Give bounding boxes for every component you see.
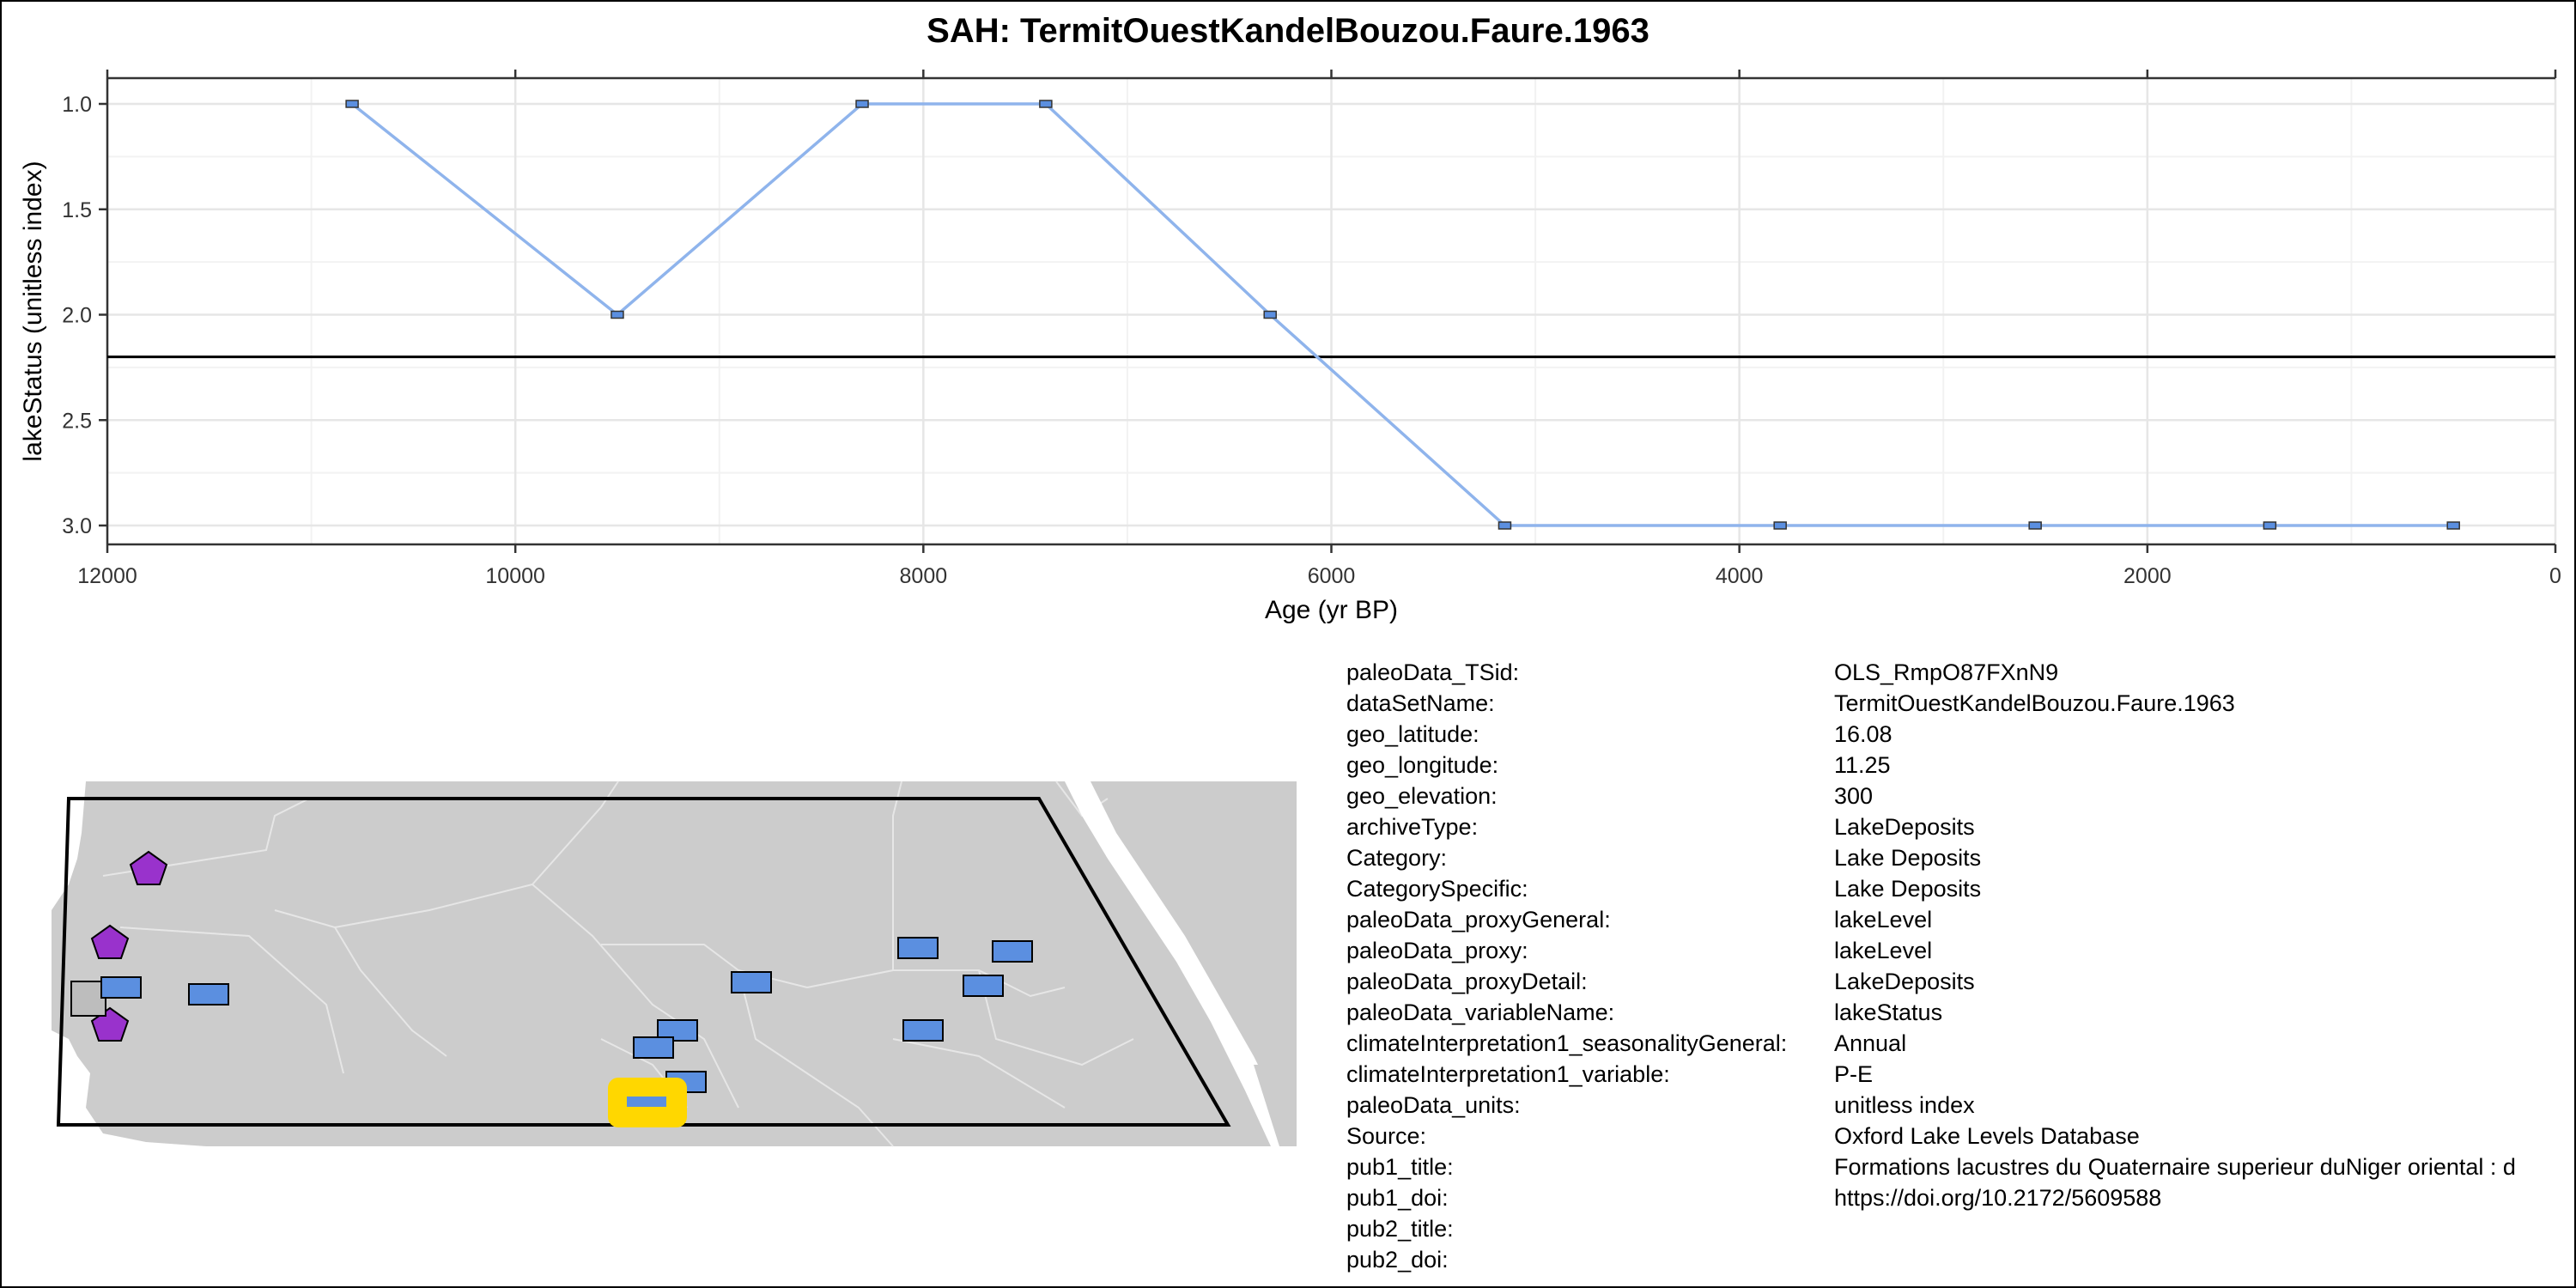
data-point [1263, 310, 1277, 319]
atlantic-ocean-south [52, 1030, 206, 1146]
metadata-key: pub2_doi: [1346, 1247, 1449, 1273]
metadata-key: Category: [1346, 845, 1448, 871]
red-sea [1065, 781, 1297, 1146]
lake-site-marker [100, 976, 142, 999]
pentagon-marker [129, 850, 168, 885]
lake-site-marker [188, 983, 229, 1005]
x-tick-label: 0 [2549, 564, 2561, 588]
metadata-key: CategorySpecific: [1346, 876, 1528, 902]
lake-site-marker [963, 975, 1004, 997]
metadata-value: 16.08 [1834, 721, 1893, 747]
x-tick-label: 6000 [1308, 564, 1356, 588]
metadata-key: climateInterpretation1_seasonalityGenera… [1346, 1030, 1788, 1056]
metadata-key: pub2_title: [1346, 1216, 1454, 1242]
lake-site-marker [902, 1019, 944, 1042]
y-tick-label: 2.5 [62, 409, 92, 433]
metadata-key: paleoData_proxyGeneral: [1346, 907, 1611, 933]
metadata-key: archiveType: [1346, 814, 1479, 840]
x-axis-label: Age (yr BP) [1265, 596, 1398, 624]
metadata-value: lakeLevel [1834, 907, 1933, 933]
metadata-value: LakeDeposits [1834, 969, 1975, 994]
data-point [1039, 100, 1053, 108]
series-line [351, 102, 2454, 527]
metadata-value: lakeStatus [1834, 999, 1943, 1025]
y-axis-label: lakeStatus (unitless index) [19, 161, 47, 461]
metadata-key: climateInterpretation1_variable: [1346, 1061, 1670, 1087]
metadata-value: Lake Deposits [1834, 845, 1982, 871]
lake-site-marker [731, 971, 772, 993]
east-coast-land [1254, 1065, 1297, 1146]
data-point [855, 100, 869, 108]
selected-site-marker [627, 1097, 666, 1107]
metadata-value: Oxford Lake Levels Database [1834, 1123, 2140, 1149]
metadata-value: unitless index [1834, 1092, 1975, 1118]
metadata-value: P-E [1834, 1061, 1874, 1087]
metadata-key: pub1_doi: [1346, 1185, 1449, 1211]
x-tick-label: 4000 [1716, 564, 1764, 588]
lake-status-chart: 12000 10000 8000 6000 4000 2000 0 1.0 1.5 2.0 2.5 3… [19, 70, 2561, 624]
y-tick-label: 2.0 [62, 304, 92, 328]
metadata-key: paleoData_proxy: [1346, 938, 1528, 963]
metadata-key: paleoData_variableName: [1346, 999, 1615, 1025]
metadata-value: Annual [1834, 1030, 1907, 1056]
metadata-key: paleoData_proxyDetail: [1346, 969, 1588, 994]
y-tick-label: 3.0 [62, 514, 92, 538]
metadata-key: Source: [1346, 1123, 1427, 1149]
lake-site-marker [897, 937, 939, 959]
metadata-key: geo_elevation: [1346, 783, 1498, 809]
lake-site-marker [633, 1036, 674, 1059]
chart-title: SAH: TermitOuestKandelBouzou.Faure.1963 [927, 12, 1649, 50]
metadata-key: pub1_title: [1346, 1154, 1454, 1180]
metadata-key: geo_longitude: [1346, 752, 1499, 778]
metadata-value: Formations lacustres du Quaternaire supe… [1834, 1154, 2516, 1180]
metadata-value: 11.25 [1834, 752, 1891, 778]
x-tick-label: 2000 [2123, 564, 2172, 588]
data-point [2446, 521, 2460, 530]
country-borders [102, 781, 1134, 1147]
pentagon-marker [90, 924, 130, 959]
site-map [52, 781, 1297, 1147]
data-point [345, 100, 359, 108]
metadata-value: Lake Deposits [1834, 876, 1982, 902]
x-tick-label: 10000 [485, 564, 545, 588]
lake-site-marker [992, 940, 1033, 963]
metadata-value: LakeDeposits [1834, 814, 1975, 840]
metadata-key: paleoData_units: [1346, 1092, 1521, 1118]
y-tick-label: 1.5 [62, 198, 92, 222]
data-point [2028, 521, 2042, 530]
lake-sites [100, 937, 1033, 1093]
x-tick-label: 12000 [77, 564, 137, 588]
metadata-key: geo_latitude: [1346, 721, 1479, 747]
data-point [1773, 521, 1787, 530]
data-point [1498, 521, 1512, 530]
data-point [611, 310, 624, 319]
metadata-value: 300 [1834, 783, 1874, 809]
data-point [2263, 521, 2277, 530]
metadata-value: https://doi.org/10.2172/5609588 [1834, 1185, 2162, 1211]
region-outline [56, 797, 1231, 1127]
metadata-value: OLS_RmpO87FXnN9 [1834, 659, 2059, 685]
metadata-key: paleoData_TSid: [1346, 659, 1520, 685]
y-tick-label: 1.0 [62, 93, 92, 117]
metadata-key: dataSetName: [1346, 690, 1495, 716]
metadata-value: TermitOuestKandelBouzou.Faure.1963 [1834, 690, 2235, 716]
x-tick-label: 8000 [900, 564, 948, 588]
metadata-value: lakeLevel [1834, 938, 1933, 963]
